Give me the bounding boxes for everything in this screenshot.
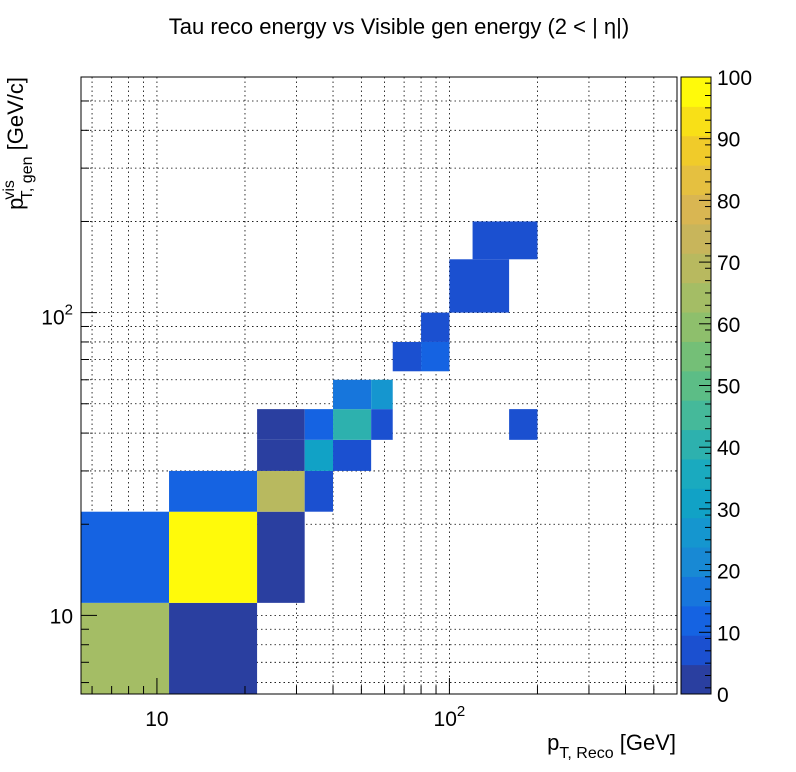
colorbar-tick-label: 0 [717, 684, 729, 707]
heatmap-cell [333, 439, 372, 471]
colorbar-tick-label: 70 [717, 252, 740, 275]
colorbar-segment [681, 488, 711, 519]
heatmap-cell [304, 470, 334, 512]
heatmap-cells [81, 221, 538, 694]
heatmap-cell [333, 409, 372, 440]
colorbar-segment [681, 312, 711, 342]
y-axis-label-unit: [GeV/c] [3, 77, 28, 156]
heatmap-cell [371, 409, 393, 440]
x-tick-label: 102 [434, 703, 466, 731]
colorbar-tick-label: 80 [717, 190, 740, 213]
colorbar-segment [681, 517, 711, 548]
x-axis-label-unit: [GeV] [614, 730, 676, 755]
heatmap-cell [257, 409, 305, 440]
heatmap-cell [257, 439, 305, 471]
x-axis-label-subscript: T, Reco [559, 745, 613, 762]
colorbar-tick-label: 90 [717, 129, 740, 152]
chart-title: Tau reco energy vs Visible gen energy (2… [169, 14, 629, 39]
colorbar-segment [681, 194, 711, 225]
colorbar-segment [681, 547, 711, 577]
colorbar-tick-label: 50 [717, 376, 740, 399]
colorbar-tick-label: 10 [717, 622, 740, 645]
colorbar-tick-label: 40 [717, 437, 740, 460]
colorbar-segment [681, 77, 711, 107]
y-axis-label: pvisT, gen [GeV/c] [1, 77, 36, 210]
y-tick-label: 102 [41, 302, 73, 330]
axis-ticks [81, 100, 655, 694]
colorbar-segment [681, 341, 711, 372]
colorbar-segment [681, 664, 711, 695]
heatmap-cell [169, 602, 258, 694]
heatmap-cell [392, 341, 422, 372]
heatmap-cell [81, 602, 170, 694]
heatmap-cell [257, 470, 305, 512]
heatmap-cell [421, 312, 450, 342]
heatmap-cell [169, 470, 258, 512]
colorbar-segment [681, 135, 711, 166]
heatmap-cell [304, 439, 334, 471]
colorbar-segment [681, 223, 711, 254]
colorbar-tick-label: 100 [717, 67, 752, 90]
heatmap-cell [169, 511, 258, 603]
colorbar-segment [681, 605, 711, 636]
colorbar-tick-label: 20 [717, 561, 740, 584]
heatmap-cell [509, 409, 538, 440]
heatmap-cell [371, 379, 393, 410]
colorbar-segment [681, 165, 711, 196]
y-tick-label: 10 [50, 605, 73, 628]
colorbar-segment [681, 429, 711, 460]
heatmap-cell [81, 511, 170, 603]
colorbar-tick-label: 30 [717, 499, 740, 522]
axis-tick-labels: 10 102 10 102 [41, 302, 465, 731]
colorbar-tick-label: 60 [717, 314, 740, 337]
plot-frame [80, 76, 678, 695]
heatmap-cell [257, 511, 305, 603]
colorbar-segment [681, 458, 711, 489]
heatmap-cell [304, 409, 334, 440]
heatmap-cell [449, 259, 510, 313]
color-scale: 0 10 20 30 40 50 60 70 80 90 100 [680, 67, 752, 707]
x-tick-label: 10 [145, 708, 168, 731]
y-axis-label-subscript: T, gen [19, 156, 36, 200]
y-axis-label-superscript: vis [1, 180, 18, 200]
heatmap-cell [472, 221, 538, 260]
colorbar-segment [681, 400, 711, 431]
x-axis-label: pT, Reco [GeV] [547, 730, 676, 762]
colorbar-segment [681, 282, 711, 313]
heatmap-cell [421, 341, 450, 372]
colorbar-segment [681, 106, 711, 137]
colorbar-segment [681, 635, 711, 666]
heatmap-cell [333, 379, 372, 410]
